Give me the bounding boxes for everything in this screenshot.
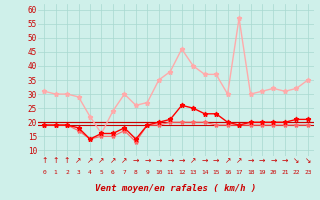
- X-axis label: Vent moyen/en rafales ( km/h ): Vent moyen/en rafales ( km/h ): [95, 184, 257, 193]
